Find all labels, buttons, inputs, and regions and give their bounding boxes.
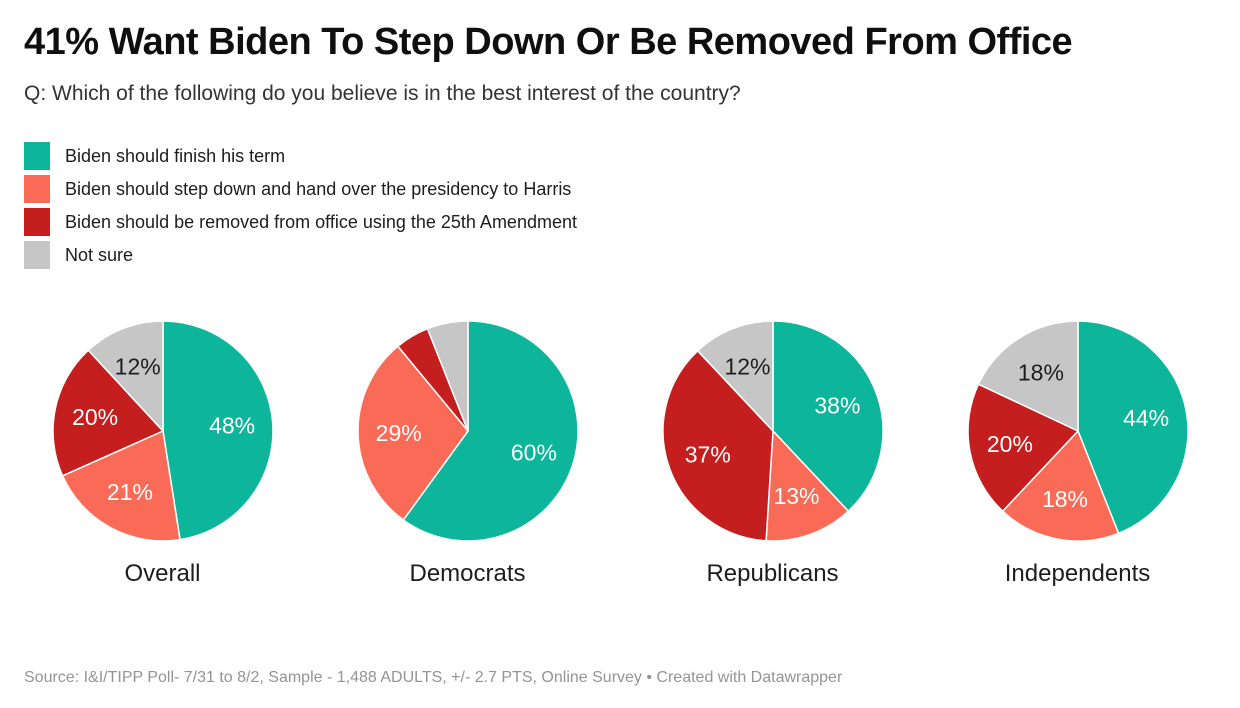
pie-slice-democrats-not-sure [426, 320, 469, 432]
pie-slice-independents-step-down [1001, 430, 1119, 542]
slice-value-label: 13% [773, 483, 819, 509]
pie-slice-overall-removed-25th [51, 349, 164, 477]
legend-item-finish-term: Biden should finish his term [24, 142, 1216, 170]
source-note: Source: I&I/TIPP Poll- 7/31 to 8/2, Samp… [24, 669, 843, 686]
pie-republicans: 38% 13% 37% 12% [661, 320, 884, 542]
pie-chart-independents: 44% 18% 20% 18% Independents [925, 319, 1230, 589]
pie-slice-democrats-step-down [356, 345, 469, 521]
chart-title: 41% Want Biden To Step Down Or Be Remove… [24, 21, 1073, 63]
pie-chart-democrats: 60% 29% Democrats [315, 319, 620, 589]
legend-swatch-not-sure [24, 241, 50, 269]
legend-swatch-removed-25th [24, 208, 50, 236]
pie-slice-independents-removed-25th [966, 383, 1079, 512]
slice-value-label: 12% [724, 354, 770, 380]
legend-label: Biden should finish his term [65, 146, 286, 166]
pie-slice-republicans-not-sure [696, 320, 774, 432]
legend-label: Not sure [65, 245, 134, 265]
pie-chart-overall: 48% 21% 20% 12% Overall [10, 319, 315, 589]
slice-value-label: 20% [72, 404, 118, 430]
slice-value-label: 18% [1017, 360, 1063, 386]
slice-value-label: 18% [1041, 486, 1087, 512]
slice-value-label: 48% [209, 413, 255, 439]
pie-slice-overall-not-sure [87, 320, 164, 432]
legend-swatch-finish-term [24, 142, 50, 170]
pie-overall: 48% 21% 20% 12% [51, 320, 274, 542]
slice-value-label: 21% [106, 479, 152, 505]
slice-value-label: 37% [684, 442, 730, 468]
slice-value-label: 29% [375, 420, 421, 446]
legend-item-not-sure: Not sure [24, 241, 1216, 269]
slice-value-label: 12% [114, 354, 160, 380]
pie-democrats: 60% 29% [356, 320, 579, 542]
slice-value-label: 20% [986, 431, 1032, 457]
slice-value-label: 60% [510, 439, 556, 465]
pie-chart-republicans: 38% 13% 37% 12% Republicans [620, 319, 925, 589]
pie-slice-overall-step-down [61, 430, 181, 542]
legend-label: Biden should be removed from office usin… [65, 212, 577, 232]
legend-item-removed-25th: Biden should be removed from office usin… [24, 208, 1216, 236]
legend-item-step-down: Biden should step down and hand over the… [24, 175, 1216, 203]
group-label-republicans: Republicans [706, 560, 839, 587]
pie-slice-independents-not-sure [977, 320, 1079, 432]
group-label-overall: Overall [124, 560, 201, 587]
group-label-independents: Independents [1004, 560, 1151, 587]
legend-swatch-step-down [24, 175, 50, 203]
legend-label: Biden should step down and hand over the… [65, 179, 572, 199]
slice-value-label: 44% [1123, 405, 1169, 431]
pie-independents: 44% 18% 20% 18% [966, 320, 1189, 542]
pie-slice-republicans-removed-25th [661, 350, 774, 542]
pie-slice-democrats-finish-term [402, 320, 579, 542]
pie-slice-independents-finish-term [1076, 320, 1189, 535]
pie-slice-republicans-step-down [764, 430, 849, 542]
pie-slice-republicans-finish-term [771, 320, 884, 512]
legend: Biden should finish his term Biden should… [24, 142, 1216, 269]
slice-value-label: 38% [814, 393, 860, 419]
chart-subtitle: Q: Which of the following do you believe… [24, 82, 741, 105]
group-label-democrats: Democrats [409, 560, 526, 587]
pie-slice-overall-finish-term [161, 320, 274, 541]
pie-charts-row: 48% 21% 20% 12% Overall 60% 29% Democrats 38% 13%… [0, 319, 1240, 589]
